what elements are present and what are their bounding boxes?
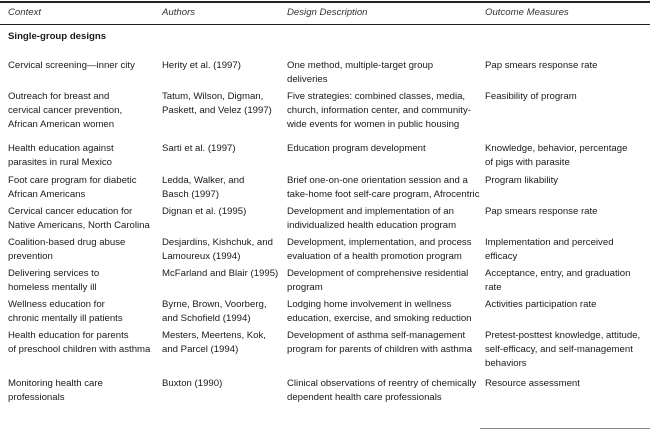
cell-outcome: Implementation and perceived efficacy (485, 237, 614, 262)
cell-context: Health education for parents of preschoo… (8, 330, 151, 355)
cell-design: One method, multiple-target group delive… (287, 60, 434, 85)
cell-outcome: Pretest-posttest knowledge, attitude, se… (485, 330, 641, 369)
cell-authors: Dignan et al. (1995) (162, 206, 247, 217)
cell-design: Development and implementation of an ind… (287, 206, 457, 231)
cell-authors: Buxton (1990) (162, 378, 223, 389)
header-authors: Authors (162, 7, 196, 18)
section-heading: Single-group designs (8, 31, 107, 42)
header-rule (0, 24, 650, 25)
cell-authors: Byrne, Brown, Voorberg, and Schofield (1… (162, 299, 267, 324)
header-outcome: Outcome Measures (485, 7, 569, 18)
cell-context: Cervical screening—inner city (8, 60, 135, 71)
cell-design: Development, implementation, and process… (287, 237, 472, 262)
header-design: Design Description (287, 7, 368, 18)
cell-design: Five strategies: combined classes, media… (287, 91, 471, 130)
cell-context: Coalition-based drug abuse prevention (8, 237, 126, 262)
cell-context: Foot care program for diabetic African A… (8, 175, 137, 200)
cell-context: Monitoring health care professionals (8, 378, 103, 403)
header-context: Context (8, 7, 42, 18)
cell-authors: Desjardins, Kishchuk, and Lamoureux (199… (162, 237, 273, 262)
cell-context: Cervical cancer education for Native Ame… (8, 206, 150, 231)
cell-design: Brief one-on-one orientation session and… (287, 175, 480, 200)
cell-outcome: Feasibility of program (485, 91, 577, 102)
bottom-rule (480, 428, 650, 429)
cell-authors: McFarland and Blair (1995) (162, 268, 279, 279)
cell-design: Education program development (287, 143, 426, 154)
cell-authors: Tatum, Wilson, Digman, Paskett, and Vele… (162, 91, 272, 116)
cell-outcome: Acceptance, entry, and graduation rate (485, 268, 631, 293)
top-rule (0, 1, 650, 3)
cell-outcome: Resource assessment (485, 378, 580, 389)
cell-authors: Ledda, Walker, and Basch (1997) (162, 175, 245, 200)
cell-context: Delivering services to homeless mentally… (8, 268, 100, 293)
cell-context: Health education against parasites in ru… (8, 143, 114, 168)
cell-outcome: Pap smears response rate (485, 206, 598, 217)
cell-authors: Sarti et al. (1997) (162, 143, 236, 154)
cell-outcome: Knowledge, behavior, percentage of pigs … (485, 143, 628, 168)
cell-design: Clinical observations of reentry of chem… (287, 378, 477, 403)
cell-outcome: Program likability (485, 175, 559, 186)
cell-design: Development of asthma self-management pr… (287, 330, 473, 355)
cell-authors: Herity et al. (1997) (162, 60, 241, 71)
cell-context: Wellness education for chronic mentally … (8, 299, 123, 324)
cell-outcome: Activities participation rate (485, 299, 597, 310)
cell-outcome: Pap smears response rate (485, 60, 598, 71)
cell-authors: Mesters, Meertens, Kok, and Parcel (1994… (162, 330, 266, 355)
cell-context: Outreach for breast and cervical cancer … (8, 91, 123, 130)
cell-design: Lodging home involvement in wellness edu… (287, 299, 472, 324)
cell-design: Development of comprehensive residential… (287, 268, 469, 293)
